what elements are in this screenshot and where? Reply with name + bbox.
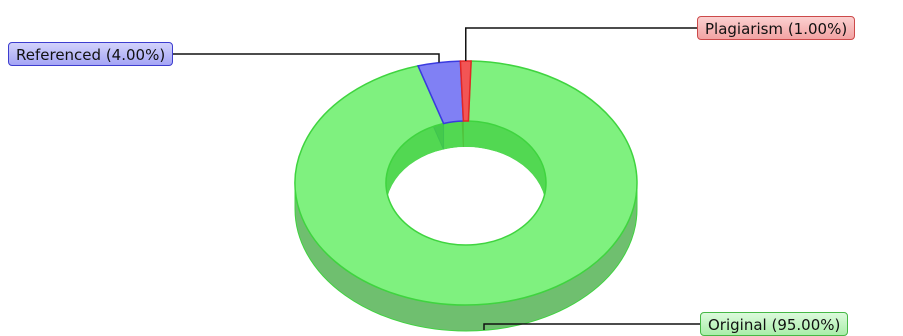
- leader-lines: [173, 27, 700, 330]
- hole-wall: [386, 121, 546, 209]
- callout-referenced: Referenced (4.00%): [8, 42, 174, 66]
- leader-referenced: [173, 53, 440, 63]
- callout-plagiarism: Plagiarism (1.00%): [697, 16, 856, 40]
- leader-original: [483, 323, 700, 330]
- donut-top-face: [294, 60, 638, 306]
- slice-plagiarism: [459, 60, 472, 122]
- callout-original: Original (95.00%): [700, 312, 849, 336]
- leader-plagiarism: [465, 27, 697, 62]
- slice-original: [294, 60, 638, 306]
